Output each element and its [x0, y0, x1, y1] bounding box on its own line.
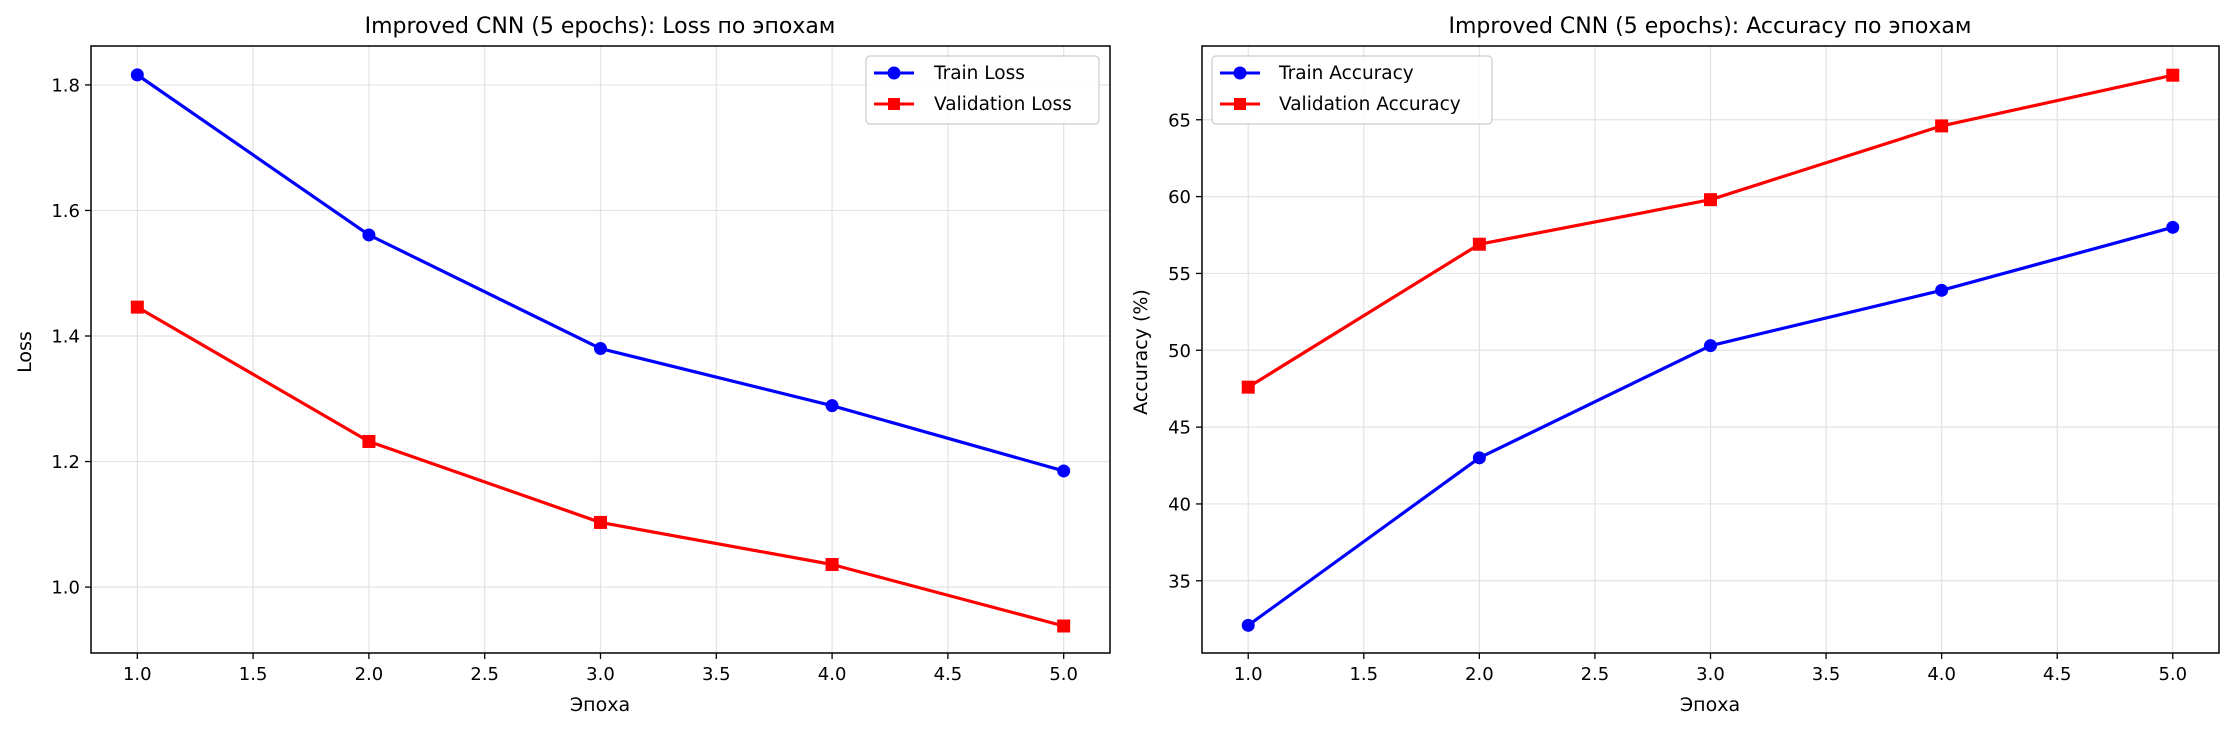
loss-point-train-loss	[1057, 464, 1071, 478]
legend-train-accuracy-label: Train Accuracy	[1278, 63, 1414, 84]
x-tick-label: 2.0	[1465, 664, 1494, 685]
x-tick-label: 3.0	[1696, 664, 1725, 685]
x-tick-label: 5.0	[1049, 664, 1078, 685]
accuracy-point-validation-accuracy	[1935, 119, 1949, 133]
accuracy-point-validation-accuracy	[1472, 237, 1486, 251]
loss-chart-axes-frame	[90, 45, 1111, 654]
loss-point-train-loss	[594, 342, 607, 356]
accuracy-point-validation-accuracy	[2166, 68, 2180, 82]
x-tick-label: 2.5	[470, 664, 499, 685]
loss-chart-xlabel: Эпоха	[570, 694, 630, 716]
y-tick-label: 60	[1168, 187, 1191, 208]
x-tick-label: 4.0	[818, 664, 847, 685]
y-tick-label: 1.4	[51, 327, 80, 348]
loss-point-validation-loss	[130, 300, 144, 314]
loss-point-train-loss	[825, 399, 839, 413]
accuracy-point-train-accuracy	[1704, 339, 1717, 353]
x-tick-label: 4.5	[934, 664, 963, 685]
accuracy-point-train-accuracy	[1241, 618, 1255, 632]
accuracy-chart-ticks: 1.0 1.5 2.0 2.5 3.0 3.5 4.0 4.5 5.0 35 40 45 50 55 60 6…	[1168, 110, 2187, 685]
x-tick-label: 1.5	[1349, 664, 1378, 685]
legend-validation-loss-marker	[888, 98, 900, 110]
x-tick-label: 1.0	[1234, 664, 1263, 685]
accuracy-point-validation-accuracy	[1704, 193, 1717, 207]
x-tick-label: 2.5	[1581, 664, 1610, 685]
loss-point-validation-loss	[825, 557, 839, 571]
y-tick-label: 50	[1168, 341, 1191, 362]
x-tick-label: 1.0	[123, 664, 152, 685]
legend-train-loss-label: Train Loss	[933, 63, 1025, 84]
loss-chart-legend: Train Loss Validation Loss	[865, 55, 1100, 125]
loss-chart-ylabel: Loss	[14, 331, 36, 373]
loss-point-validation-loss	[594, 515, 607, 529]
y-tick-label: 1.2	[51, 452, 80, 473]
loss-chart-panel: Improved CNN (5 epochs): Loss по эпохам …	[14, 14, 1111, 716]
y-tick-label: 55	[1168, 264, 1191, 285]
y-tick-label: 40	[1168, 494, 1191, 515]
x-tick-label: 3.5	[702, 664, 731, 685]
accuracy-chart-ylabel: Accuracy (%)	[1130, 289, 1152, 415]
accuracy-point-validation-accuracy	[1241, 380, 1255, 394]
legend-train-accuracy-marker	[1233, 66, 1247, 80]
legend-validation-accuracy-label: Validation Accuracy	[1279, 94, 1461, 115]
loss-point-train-loss	[362, 228, 376, 242]
x-tick-label: 4.5	[2043, 664, 2072, 685]
x-tick-label: 3.0	[586, 664, 615, 685]
loss-chart-series	[130, 68, 1071, 633]
y-tick-label: 65	[1168, 110, 1191, 131]
legend-box	[1211, 55, 1493, 125]
accuracy-chart-panel: Improved CNN (5 epochs): Accuracy по эпо…	[1130, 14, 2220, 716]
legend-validation-loss-label: Validation Loss	[934, 94, 1072, 115]
loss-chart-title: Improved CNN (5 epochs): Loss по эпохам	[365, 14, 836, 39]
legend-train-loss-marker	[887, 66, 901, 80]
loss-point-validation-loss	[362, 434, 376, 448]
accuracy-chart-axes-frame	[1201, 45, 2220, 654]
x-tick-label: 3.5	[1812, 664, 1841, 685]
y-tick-label: 1.6	[51, 201, 80, 222]
x-tick-label: 4.0	[1927, 664, 1956, 685]
y-tick-label: 35	[1168, 571, 1191, 592]
x-tick-label: 1.5	[239, 664, 268, 685]
accuracy-chart-xlabel: Эпоха	[1680, 694, 1740, 716]
y-tick-label: 45	[1168, 418, 1191, 439]
loss-point-validation-loss	[1057, 619, 1071, 633]
accuracy-chart-series	[1241, 68, 2180, 632]
accuracy-chart-legend: Train Accuracy Validation Accuracy	[1211, 55, 1493, 125]
accuracy-point-train-accuracy	[1472, 451, 1486, 465]
loss-chart-ticks: 1.0 1.5 2.0 2.5 3.0 3.5 4.0 4.5 5.0 1.0 1.2 1.4 1.6 1…	[51, 75, 1078, 685]
x-tick-label: 5.0	[2158, 664, 2187, 685]
legend-box	[865, 55, 1100, 125]
accuracy-point-train-accuracy	[2166, 220, 2180, 234]
legend-validation-accuracy-marker	[1234, 98, 1246, 110]
accuracy-chart-title: Improved CNN (5 epochs): Accuracy по эпо…	[1449, 14, 1972, 39]
x-tick-label: 2.0	[355, 664, 384, 685]
y-tick-label: 1.0	[51, 578, 80, 599]
accuracy-point-train-accuracy	[1935, 283, 1949, 297]
loss-point-train-loss	[130, 68, 144, 82]
y-tick-label: 1.8	[51, 75, 80, 96]
